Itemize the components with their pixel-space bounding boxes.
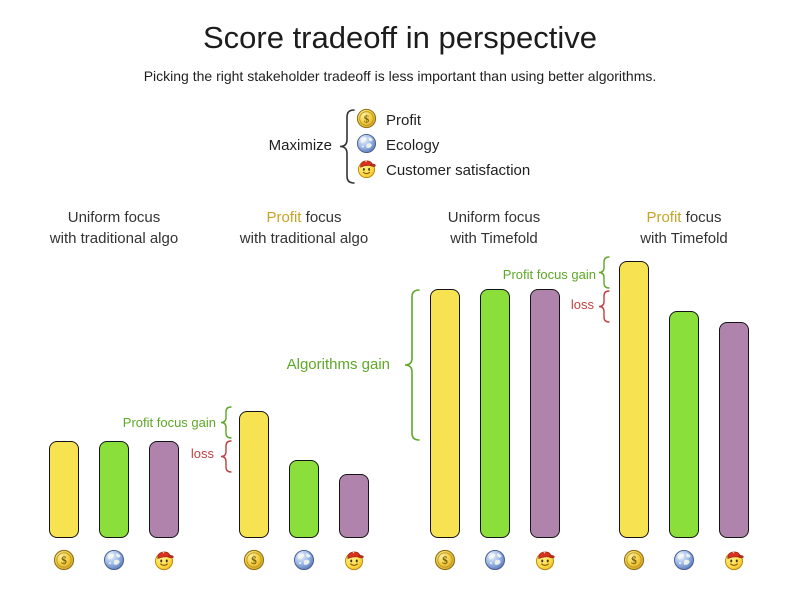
ecology-globe-icon: [484, 549, 506, 571]
bar-ecology-uniform-traditional: [99, 441, 129, 538]
legend-item-customer: Customer satisfaction: [356, 158, 530, 183]
legend-item-profit: $ Profit: [356, 108, 530, 133]
svg-text:$: $: [364, 113, 370, 125]
ecology-globe-icon: [293, 549, 315, 571]
bar-customer-profit-timefold: [719, 322, 749, 538]
svg-text:$: $: [251, 554, 257, 567]
legend-item-label: Profit: [386, 112, 422, 129]
profit-coin-icon: $: [53, 549, 75, 571]
loss-brace-timefold: [598, 290, 610, 323]
ecology-globe-icon: [356, 133, 377, 159]
chart-title: Score tradeoff in perspective: [202, 20, 598, 55]
svg-text:$: $: [631, 554, 637, 567]
profit-coin-icon: $: [623, 549, 645, 571]
ecology-globe-icon: [103, 549, 125, 571]
profit-coin-icon: $: [434, 549, 456, 571]
bar-profit-profit-timefold: [619, 261, 649, 538]
annotation-loss-traditional: loss: [190, 446, 214, 461]
legend: $ Profit Ecology Customer satisfaction: [356, 108, 530, 183]
bar-customer-profit-traditional: [339, 474, 369, 538]
annotation-algorithms-gain: Algorithms gain: [286, 356, 390, 373]
algorithms-gain-brace: [404, 289, 420, 441]
group-label-profit-traditional: Profit focus with traditional algo: [239, 209, 369, 247]
profit-coin-icon: $: [243, 549, 265, 571]
ecology-globe-icon: [673, 549, 695, 571]
bar-ecology-uniform-timefold: [480, 289, 510, 538]
bar-profit-uniform-traditional: [49, 441, 79, 538]
legend-item-label: Ecology: [386, 137, 440, 154]
profit-focus-gain-brace-traditional: [220, 406, 232, 439]
bar-profit-profit-traditional: [239, 411, 269, 538]
group-label-uniform-timefold: Uniform focus with Timefold: [447, 209, 541, 247]
customer-smiley-icon: [534, 549, 556, 571]
svg-text:$: $: [442, 554, 448, 567]
customer-smiley-icon: [153, 549, 175, 571]
profit-coin-icon: $: [356, 108, 377, 134]
loss-brace-traditional: [220, 440, 232, 473]
customer-smiley-icon: [343, 549, 365, 571]
customer-smiley-icon: [723, 549, 745, 571]
bar-profit-uniform-timefold: [430, 289, 460, 538]
legend-brace: [339, 109, 355, 184]
chart-subtitle: Picking the right stakeholder tradeoff i…: [143, 68, 657, 84]
svg-text:$: $: [61, 554, 67, 567]
group-label-uniform-traditional: Uniform focus with traditional algo: [49, 209, 179, 247]
customer-smiley-icon: [356, 158, 377, 184]
bar-customer-uniform-timefold: [530, 289, 560, 538]
annotation-loss-timefold: loss: [570, 297, 594, 312]
annotation-profit-focus-gain-timefold: Profit focus gain: [502, 267, 596, 282]
group-label-profit-timefold: Profit focus with Timefold: [640, 209, 728, 247]
bar-customer-uniform-traditional: [149, 441, 179, 538]
legend-maximize-label: Maximize: [268, 137, 332, 154]
legend-item-ecology: Ecology: [356, 133, 530, 158]
bar-ecology-profit-traditional: [289, 460, 319, 538]
profit-focus-gain-brace-timefold: [598, 256, 610, 289]
annotation-profit-focus-gain-traditional: Profit focus gain: [122, 415, 216, 430]
bar-ecology-profit-timefold: [669, 311, 699, 538]
legend-item-label: Customer satisfaction: [386, 162, 531, 179]
